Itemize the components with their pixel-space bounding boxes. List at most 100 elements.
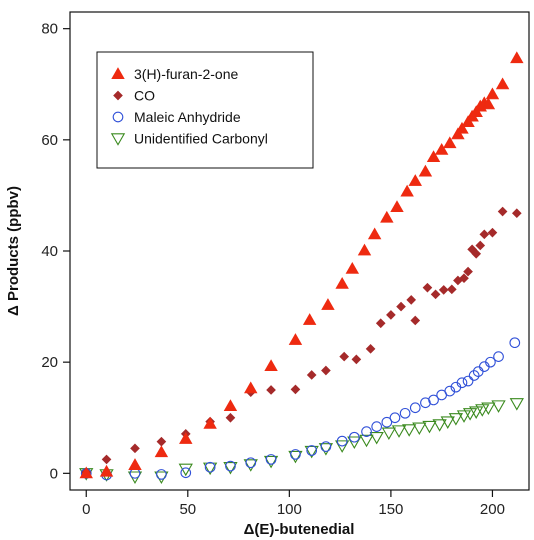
legend-marker [111, 67, 125, 79]
data-point [475, 240, 486, 251]
data-point [428, 394, 439, 406]
data-point [463, 266, 473, 277]
data-point [225, 460, 236, 472]
series-maleic-anhydride [80, 337, 521, 481]
data-point [263, 455, 279, 469]
data-point [288, 333, 303, 345]
y-tick-label: 60 [41, 132, 58, 149]
data-point [462, 375, 474, 387]
series-co [81, 206, 522, 478]
data-point [399, 407, 411, 419]
data-point [462, 408, 478, 421]
data-point [156, 436, 167, 447]
data-point [225, 412, 236, 423]
data-point [456, 377, 468, 389]
data-point [79, 466, 93, 479]
data-point [351, 354, 362, 365]
data-point [306, 370, 317, 380]
data-point [510, 51, 524, 64]
data-point [400, 184, 414, 197]
data-point [371, 421, 383, 432]
data-point [381, 427, 397, 441]
data-point [347, 436, 362, 449]
data-point [471, 248, 482, 259]
data-point [391, 425, 407, 438]
data-point [336, 435, 348, 447]
data-point [485, 87, 500, 100]
data-point [154, 445, 169, 458]
legend-marker [113, 90, 123, 101]
data-point [396, 301, 406, 312]
data-point [264, 359, 278, 372]
data-markers [79, 51, 524, 484]
data-point [335, 440, 350, 453]
data-point [367, 227, 382, 240]
data-point [99, 464, 114, 477]
data-point [434, 143, 449, 155]
data-point [306, 445, 318, 456]
data-point [491, 400, 506, 413]
data-point [493, 351, 504, 362]
data-point [446, 284, 457, 295]
data-point [365, 343, 376, 354]
data-point [320, 441, 332, 452]
data-point [357, 243, 372, 256]
x-axis-title: Δ(E)-butenedial [244, 521, 355, 538]
legend-label: 3(H)-furan-2-one [134, 66, 238, 82]
data-point [412, 422, 427, 436]
data-point [487, 227, 498, 238]
data-point [339, 351, 350, 362]
data-point [359, 434, 374, 448]
x-tick-label: 150 [378, 501, 403, 518]
data-point [321, 298, 335, 310]
data-point [335, 276, 349, 289]
data-point [469, 406, 484, 419]
data-point [223, 462, 238, 475]
x-tick-label: 0 [82, 501, 90, 518]
legend-marker [112, 111, 124, 123]
data-point [509, 337, 521, 349]
data-point [369, 431, 384, 445]
data-point [245, 457, 257, 469]
data-point [468, 370, 480, 381]
data-point [402, 424, 417, 437]
series-3-h-furan-2-one [79, 51, 524, 479]
y-axis-title: Δ Products (ppbv) [5, 186, 22, 316]
data-point [389, 412, 401, 424]
series-unidentified-carbonyl [79, 398, 524, 484]
data-point [304, 445, 319, 459]
data-point [444, 385, 456, 397]
data-point [266, 385, 276, 395]
data-point [302, 313, 317, 325]
data-point [426, 150, 441, 163]
data-point [456, 410, 472, 423]
data-point [381, 416, 393, 428]
data-point [361, 426, 372, 437]
data-point [410, 315, 421, 326]
legend: 3(H)-furan-2-one CO Maleic Anhydride Uniden… [96, 51, 314, 169]
data-point [495, 77, 510, 90]
data-point [290, 384, 301, 395]
data-point [130, 443, 140, 454]
data-point [422, 282, 433, 293]
data-point [438, 285, 449, 295]
data-point [511, 208, 522, 219]
data-point [418, 164, 433, 177]
data-point [481, 402, 496, 416]
data-point [443, 136, 457, 149]
legend-box [96, 51, 314, 169]
x-tick-label: 200 [480, 501, 505, 518]
data-point [497, 206, 508, 217]
data-point [390, 200, 404, 213]
y-tick-label: 20 [41, 354, 58, 371]
y-tick-label: 0 [50, 465, 58, 482]
data-point [509, 398, 524, 411]
data-point [485, 356, 496, 368]
data-point [265, 454, 277, 465]
data-point [432, 419, 447, 432]
data-point [448, 413, 464, 426]
data-point [472, 366, 484, 377]
data-point [128, 458, 142, 470]
data-point [440, 416, 455, 429]
data-point [101, 454, 112, 465]
